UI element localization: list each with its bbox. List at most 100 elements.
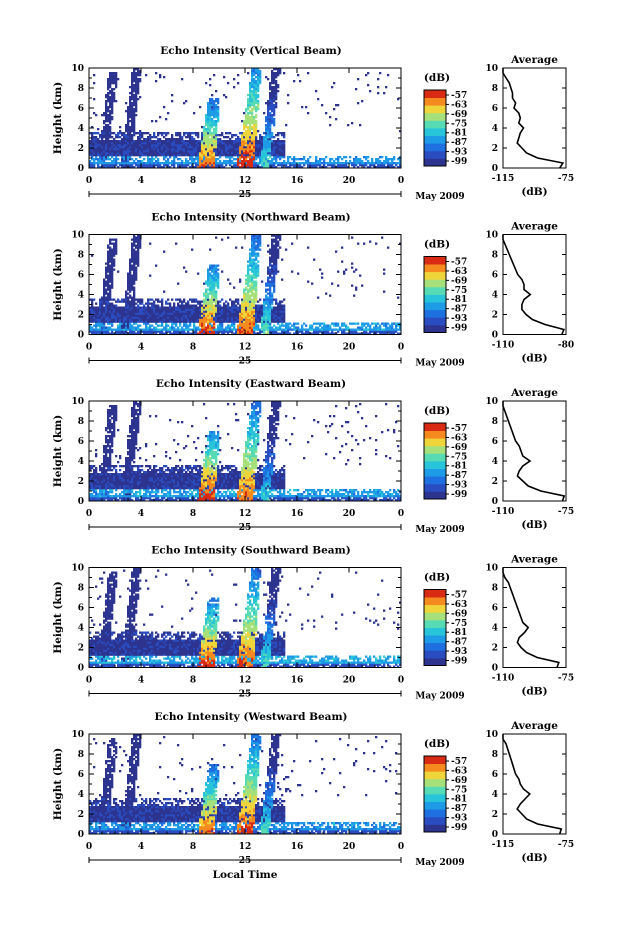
colorbar-swatch bbox=[424, 143, 446, 151]
heatmap-cell bbox=[275, 146, 277, 148]
heatmap-cell bbox=[217, 138, 219, 140]
heatmap-cell bbox=[337, 104, 339, 106]
heatmap-cell bbox=[95, 309, 97, 311]
heatmap-cell bbox=[97, 144, 99, 146]
heatmap-cell bbox=[143, 164, 145, 166]
heatmap-cell bbox=[263, 162, 265, 164]
heatmap-cell bbox=[253, 241, 255, 243]
heatmap-cell bbox=[273, 158, 275, 160]
heatmap-cell bbox=[275, 98, 277, 100]
heatmap-cell bbox=[275, 329, 277, 331]
heatmap-cell bbox=[321, 273, 323, 275]
heatmap-cell bbox=[101, 130, 103, 132]
heatmap-cell bbox=[101, 301, 103, 303]
heatmap-cell bbox=[113, 299, 115, 301]
heatmap-cell bbox=[279, 140, 281, 142]
heatmap-cell bbox=[199, 144, 201, 146]
heatmap-cell bbox=[269, 327, 271, 329]
heatmap-cell bbox=[247, 136, 249, 138]
heatmap-cell bbox=[251, 104, 253, 106]
heatmap-cell bbox=[149, 299, 151, 301]
heatmap-cell bbox=[205, 140, 207, 142]
heatmap-cell bbox=[329, 124, 331, 126]
heatmap-cell bbox=[233, 323, 235, 325]
heatmap-cell bbox=[99, 160, 101, 162]
heatmap-cell bbox=[105, 311, 107, 313]
heatmap-cell bbox=[175, 319, 177, 321]
heatmap-cell bbox=[131, 114, 133, 116]
heatmap-cell bbox=[243, 305, 245, 307]
heatmap-cell bbox=[229, 152, 231, 154]
heatmap-cell bbox=[109, 140, 111, 142]
heatmap-cell bbox=[231, 303, 233, 305]
heatmap-cell bbox=[255, 128, 257, 130]
heatmap-cell bbox=[105, 267, 107, 269]
heatmap-cell bbox=[211, 329, 213, 331]
heatmap-cell bbox=[113, 160, 115, 162]
heatmap-cell bbox=[201, 140, 203, 142]
heatmap-cell bbox=[97, 164, 99, 166]
heatmap-cell bbox=[231, 301, 233, 303]
heatmap-cell bbox=[205, 128, 207, 130]
heatmap-cell bbox=[157, 146, 159, 148]
heatmap-cell bbox=[175, 162, 177, 164]
heatmap-cell bbox=[275, 303, 277, 305]
heatmap-cell bbox=[211, 148, 213, 150]
heatmap-cell bbox=[191, 148, 193, 150]
heatmap-cell bbox=[247, 128, 249, 130]
heatmap-cell bbox=[271, 267, 273, 269]
heatmap-cell bbox=[243, 301, 245, 303]
heatmap-cell bbox=[129, 150, 131, 152]
heatmap-cell bbox=[107, 265, 109, 267]
heatmap-cell bbox=[345, 156, 347, 158]
heatmap-cell bbox=[267, 100, 269, 102]
heatmap-cell bbox=[111, 144, 113, 146]
heatmap-cell bbox=[161, 299, 163, 301]
heatmap-cell bbox=[111, 255, 113, 257]
heatmap-cell bbox=[177, 162, 179, 164]
heatmap-cell bbox=[161, 329, 163, 331]
heatmap-cell bbox=[127, 287, 129, 289]
heatmap-cell bbox=[267, 325, 269, 327]
heatmap-cell bbox=[167, 146, 169, 148]
heatmap-cell bbox=[125, 319, 127, 321]
heatmap-cell bbox=[267, 104, 269, 106]
heatmap-cell bbox=[131, 243, 133, 245]
heatmap-cell bbox=[351, 237, 353, 239]
heatmap-cell bbox=[97, 319, 99, 321]
heatmap-cell bbox=[193, 313, 195, 315]
heatmap-cell bbox=[261, 144, 263, 146]
heatmap-cell bbox=[109, 78, 111, 80]
heatmap-cell bbox=[151, 307, 153, 309]
heatmap-cell bbox=[277, 253, 279, 255]
heatmap-cell bbox=[253, 249, 255, 251]
heatmap-cell bbox=[211, 283, 213, 285]
heatmap-cell bbox=[271, 283, 273, 285]
heatmap-cell bbox=[109, 259, 111, 261]
heatmap-cell bbox=[155, 323, 157, 325]
heatmap-cell bbox=[367, 323, 369, 325]
heatmap-cell bbox=[189, 136, 191, 138]
heatmap-cell bbox=[281, 148, 283, 150]
heatmap-cell bbox=[349, 156, 351, 158]
heatmap-cell bbox=[257, 275, 259, 277]
heatmap-cell bbox=[255, 134, 257, 136]
heatmap-cell bbox=[289, 156, 291, 158]
heatmap-cell bbox=[297, 158, 299, 160]
heatmap-cell bbox=[131, 255, 133, 257]
heatmap-cell bbox=[185, 164, 187, 166]
heatmap-cell bbox=[351, 267, 353, 269]
heatmap-cell bbox=[109, 311, 111, 313]
heatmap-cell bbox=[283, 307, 285, 309]
heatmap-cell bbox=[131, 239, 133, 241]
heatmap-cell bbox=[273, 241, 275, 243]
heatmap-cell bbox=[243, 128, 245, 130]
heatmap-cell bbox=[103, 132, 105, 134]
heatmap-cell bbox=[195, 305, 197, 307]
heatmap-cell bbox=[129, 289, 131, 291]
heatmap-cell bbox=[179, 140, 181, 142]
heatmap-cell bbox=[131, 321, 133, 323]
heatmap-cell bbox=[281, 150, 283, 152]
heatmap-cell bbox=[243, 156, 245, 158]
heatmap-cell bbox=[133, 152, 135, 154]
